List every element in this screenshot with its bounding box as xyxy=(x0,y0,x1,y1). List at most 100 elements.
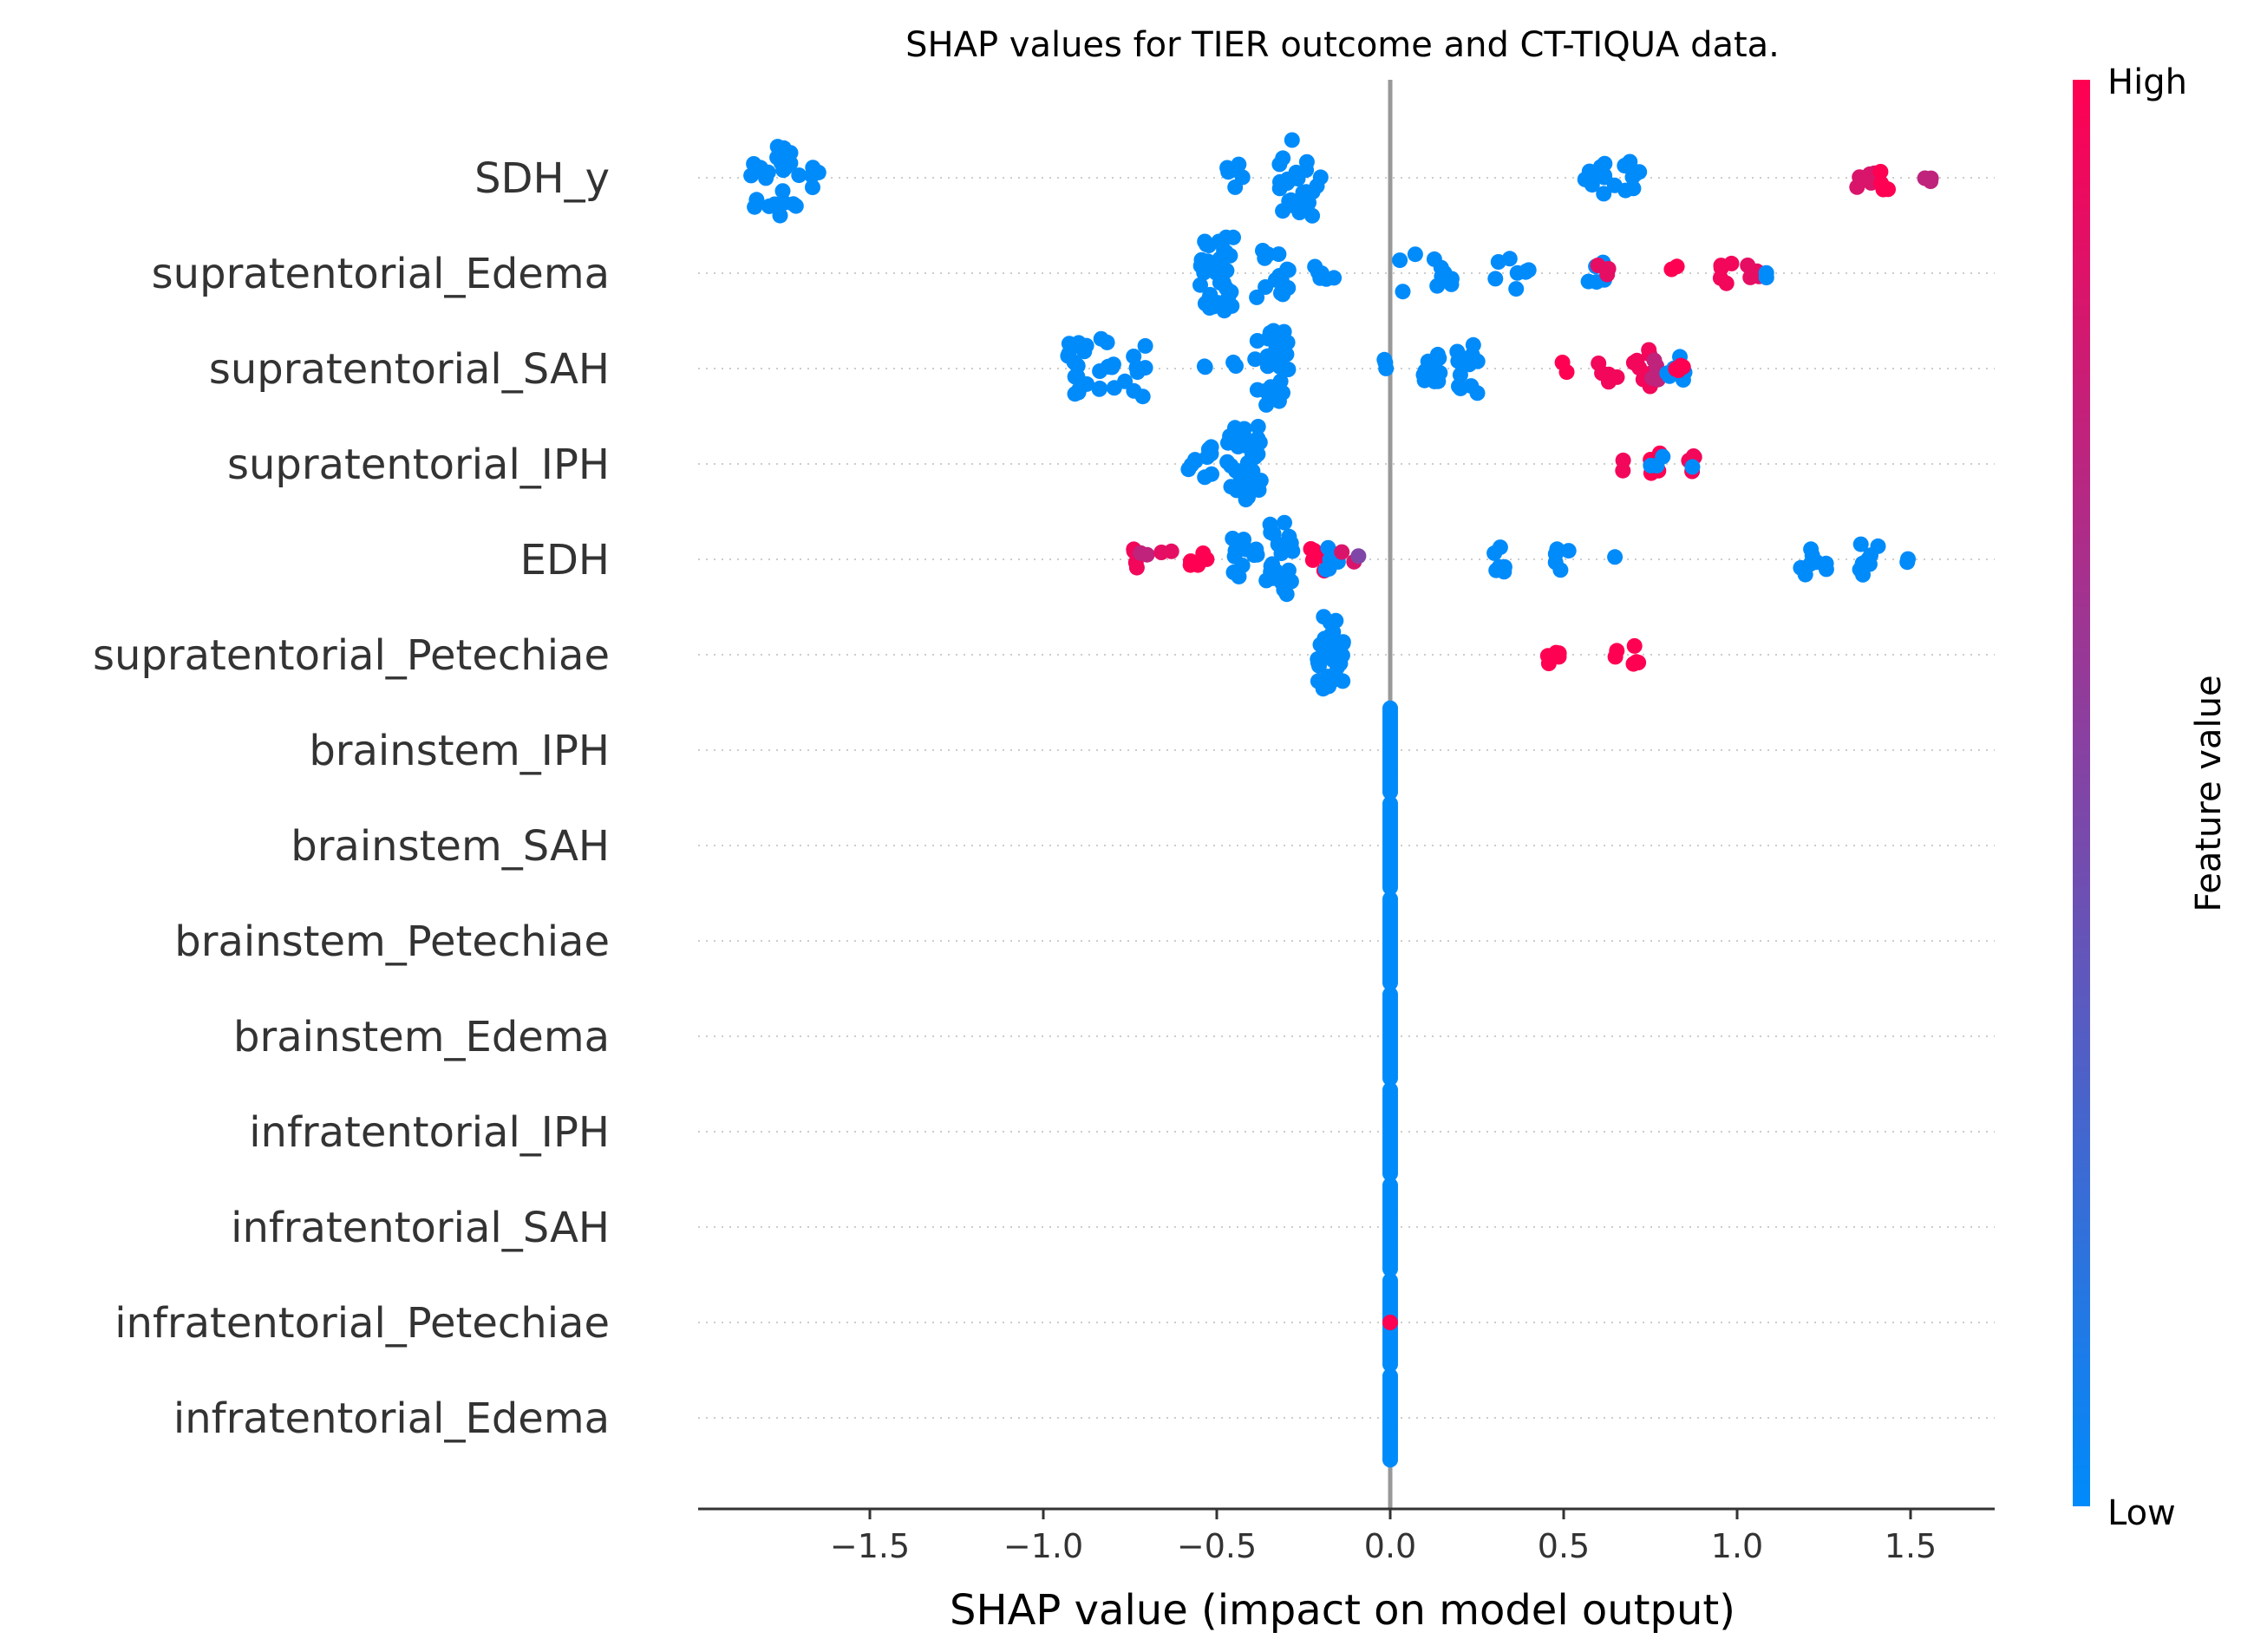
shap-point xyxy=(775,162,791,178)
shap-point xyxy=(1803,541,1819,557)
shap-point xyxy=(1220,290,1236,305)
shap-point xyxy=(1334,545,1349,560)
x-tick-label: −1.5 xyxy=(830,1527,910,1565)
shap-point xyxy=(1713,271,1728,286)
shap-point xyxy=(1607,549,1623,565)
shap-point xyxy=(1204,467,1219,482)
shap-point xyxy=(1192,278,1208,293)
shap-point xyxy=(1599,267,1615,283)
feature-label: brainstem_Petechiae xyxy=(174,917,610,966)
shap-point xyxy=(1429,278,1445,294)
shap-point xyxy=(1227,180,1243,195)
shap-point xyxy=(1227,549,1243,565)
shap-point xyxy=(1626,656,1642,672)
shap-point xyxy=(1392,252,1408,268)
feature-label: supratentorial_IPH xyxy=(227,441,610,489)
shap-point xyxy=(1130,364,1146,380)
shap-point xyxy=(1923,173,1938,189)
shap-point xyxy=(1208,265,1224,281)
shap-point xyxy=(1502,251,1518,266)
x-tick-label: −0.5 xyxy=(1177,1527,1257,1565)
shap-point xyxy=(1225,230,1241,245)
feature-label: supratentorial_Petechiae xyxy=(93,631,610,680)
shap-point xyxy=(1138,338,1153,354)
shap-point xyxy=(1849,180,1865,195)
shap-point xyxy=(1578,172,1593,187)
shap-point xyxy=(1486,545,1502,561)
colorbar-title: Feature value xyxy=(2189,675,2229,911)
shap-point xyxy=(1279,262,1295,278)
shap-dots xyxy=(743,133,1939,1468)
x-tick-label: 0.5 xyxy=(1538,1527,1590,1565)
shap-point xyxy=(1470,385,1486,401)
shap-point xyxy=(1647,353,1663,369)
shap-point xyxy=(1284,535,1299,551)
shap-point xyxy=(1223,458,1238,473)
shap-point xyxy=(1203,293,1218,309)
shap-point xyxy=(1218,245,1234,260)
chart-title: SHAP values for TIER outcome and CT-TIQU… xyxy=(905,25,1780,65)
colorbar-low-label: Low xyxy=(2107,1493,2176,1533)
shap-point xyxy=(746,156,761,172)
feature-label: brainstem_SAH xyxy=(291,822,610,871)
shap-point xyxy=(1298,184,1314,199)
feature-label: brainstem_Edema xyxy=(233,1013,610,1061)
shap-point xyxy=(1197,358,1212,374)
shap-point xyxy=(1153,545,1169,560)
shap-point xyxy=(1238,461,1253,477)
shap-point xyxy=(788,199,804,214)
shap-point xyxy=(1663,262,1679,278)
x-axis: −1.5 −1.0 −0.5 0.0 0.5 1.0 1.5 xyxy=(698,1509,1995,1565)
shap-point xyxy=(1281,193,1297,209)
feature-labels: SDH_y supratentorial_Edema supratentorial_… xyxy=(93,154,610,1443)
shap-point xyxy=(1327,671,1343,687)
shap-point xyxy=(1261,571,1277,587)
shap-point xyxy=(1382,1452,1398,1467)
shap-point xyxy=(758,170,774,186)
feature-label: supratentorial_SAH xyxy=(209,345,610,394)
shap-point xyxy=(1874,178,1890,193)
shap-point xyxy=(1617,183,1633,199)
colorbar xyxy=(2073,80,2090,1506)
shap-point xyxy=(1609,643,1624,658)
colorbar-high-label: High xyxy=(2107,62,2187,102)
shap-point xyxy=(1685,459,1701,474)
shap-point xyxy=(1204,446,1219,461)
shap-point xyxy=(1376,352,1392,368)
shap-point xyxy=(1094,331,1109,347)
shap-point xyxy=(1092,381,1107,396)
feature-label: infratentorial_Petechiae xyxy=(114,1299,610,1348)
shap-point xyxy=(1284,133,1300,148)
shap-point xyxy=(1316,609,1331,624)
feature-label: infratentorial_IPH xyxy=(249,1108,610,1157)
shap-point xyxy=(1552,562,1568,578)
shap-point xyxy=(1258,383,1273,399)
shap-point xyxy=(1798,567,1813,583)
feature-label: infratentorial_Edema xyxy=(173,1394,610,1443)
shap-point xyxy=(770,139,786,154)
shap-point xyxy=(1313,637,1329,652)
shap-point xyxy=(1434,260,1449,276)
feature-label: brainstem_IPH xyxy=(309,727,610,775)
shap-point xyxy=(1555,355,1571,370)
shap-point xyxy=(1561,543,1577,558)
shap-point xyxy=(1318,271,1334,287)
shap-point xyxy=(1626,355,1642,370)
shap-point xyxy=(1275,286,1290,302)
shap-point xyxy=(1271,156,1287,172)
shap-point xyxy=(1610,369,1625,385)
shap-point xyxy=(1135,389,1151,404)
shap-point xyxy=(805,160,820,175)
shap-point xyxy=(1282,173,1297,188)
shap-point xyxy=(1313,169,1329,185)
shap-point xyxy=(1140,547,1155,563)
shap-point xyxy=(1508,281,1524,297)
shap-point xyxy=(1072,382,1088,397)
feature-label: EDH xyxy=(520,536,610,584)
x-axis-label: SHAP value (impact on model output) xyxy=(950,1586,1735,1635)
shap-point xyxy=(1250,431,1265,447)
shap-point xyxy=(1322,561,1337,577)
shap-point xyxy=(1819,556,1834,571)
